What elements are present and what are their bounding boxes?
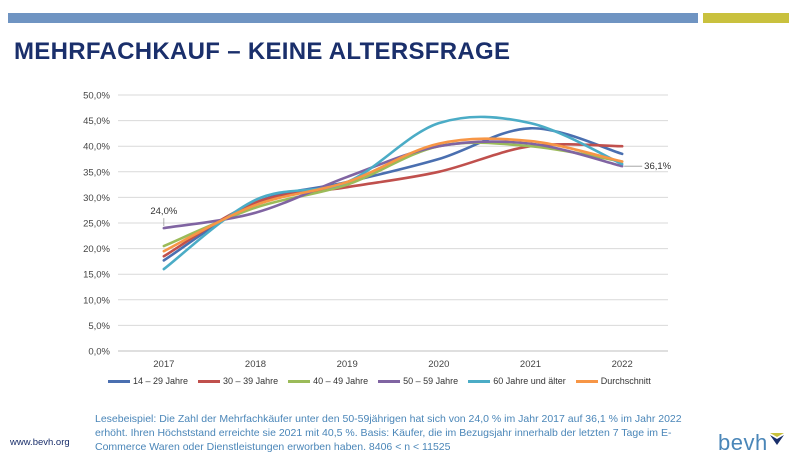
legend-swatch bbox=[198, 379, 221, 383]
legend-item: 30 – 39 Jahre bbox=[198, 376, 278, 386]
x-tick-label: 2021 bbox=[520, 359, 541, 370]
y-tick-label: 0,0% bbox=[88, 347, 110, 358]
x-tick-label: 2019 bbox=[337, 359, 358, 370]
y-tick-label: 10,0% bbox=[83, 295, 110, 306]
series-line-5 bbox=[162, 115, 624, 271]
legend-swatch bbox=[288, 379, 311, 383]
bevh-logo: bevh bbox=[718, 432, 784, 454]
legend-label: 60 Jahre und älter bbox=[493, 376, 566, 386]
x-tick-label: 2018 bbox=[245, 359, 266, 370]
accent-bar-yellow bbox=[703, 13, 789, 23]
legend-label: 30 – 39 Jahre bbox=[223, 376, 279, 386]
y-tick-label: 30,0% bbox=[83, 193, 110, 204]
legend-item: 40 – 49 Jahre bbox=[288, 376, 368, 386]
y-tick-label: 15,0% bbox=[83, 270, 110, 281]
website-link[interactable]: www.bevh.org bbox=[10, 437, 70, 448]
legend-label: 50 – 59 Jahre bbox=[403, 376, 459, 386]
y-tick-label: 50,0% bbox=[83, 91, 110, 102]
legend-swatch bbox=[575, 379, 598, 383]
x-tick-label: 2017 bbox=[153, 359, 174, 370]
logo-mark-icon bbox=[769, 433, 784, 445]
data-label: 36,1% bbox=[644, 161, 671, 172]
legend-item: Durchschnitt bbox=[575, 376, 651, 386]
accent-bar-blue bbox=[8, 13, 698, 23]
y-tick-label: 5,0% bbox=[88, 321, 110, 332]
chart-series bbox=[162, 115, 624, 271]
legend-label: 40 – 49 Jahre bbox=[313, 376, 369, 386]
legend-item: 14 – 29 Jahre bbox=[108, 376, 188, 386]
y-tick-label: 35,0% bbox=[83, 167, 110, 178]
y-tick-label: 45,0% bbox=[83, 116, 110, 127]
y-tick-label: 40,0% bbox=[83, 142, 110, 153]
x-tick-label: 2022 bbox=[612, 359, 633, 370]
legend-swatch bbox=[108, 379, 130, 383]
legend-label: 14 – 29 Jahre bbox=[133, 376, 189, 386]
y-axis-ticks: 0,0% 5,0% 10,0% 15,0% 20,0% 25,0% 30,0% 35,0% 40… bbox=[83, 91, 110, 358]
series-line-3 bbox=[162, 141, 624, 248]
chart-legend: 14 – 29 Jahre 30 – 39 Jahre 40 – 49 Jahre 5… bbox=[108, 376, 651, 386]
slide-title: MEHRFACHKAUF – KEINE ALTERSFRAGE bbox=[14, 38, 511, 65]
legend-swatch bbox=[378, 379, 401, 383]
footnote-text: Lesebeispiel: Die Zahl der Mehrfachkäufe… bbox=[95, 413, 682, 453]
legend-item: 50 – 59 Jahre bbox=[378, 376, 458, 386]
chart-annotations: 24,0% 36,1% bbox=[150, 161, 672, 227]
legend-swatch bbox=[468, 379, 491, 383]
legend-label: Durchschnitt bbox=[600, 376, 651, 386]
data-label: 24,0% bbox=[150, 206, 177, 217]
legend-item: 60 Jahre und älter bbox=[468, 376, 566, 386]
y-tick-label: 25,0% bbox=[83, 219, 110, 230]
logo-text: bevh bbox=[718, 430, 768, 455]
y-tick-label: 20,0% bbox=[83, 244, 110, 255]
x-tick-label: 2020 bbox=[428, 359, 449, 370]
series-line-4 bbox=[162, 140, 624, 230]
x-axis-ticks: 2017 2018 2019 2020 2021 2022 bbox=[153, 359, 632, 370]
series-line-6 bbox=[162, 137, 624, 253]
